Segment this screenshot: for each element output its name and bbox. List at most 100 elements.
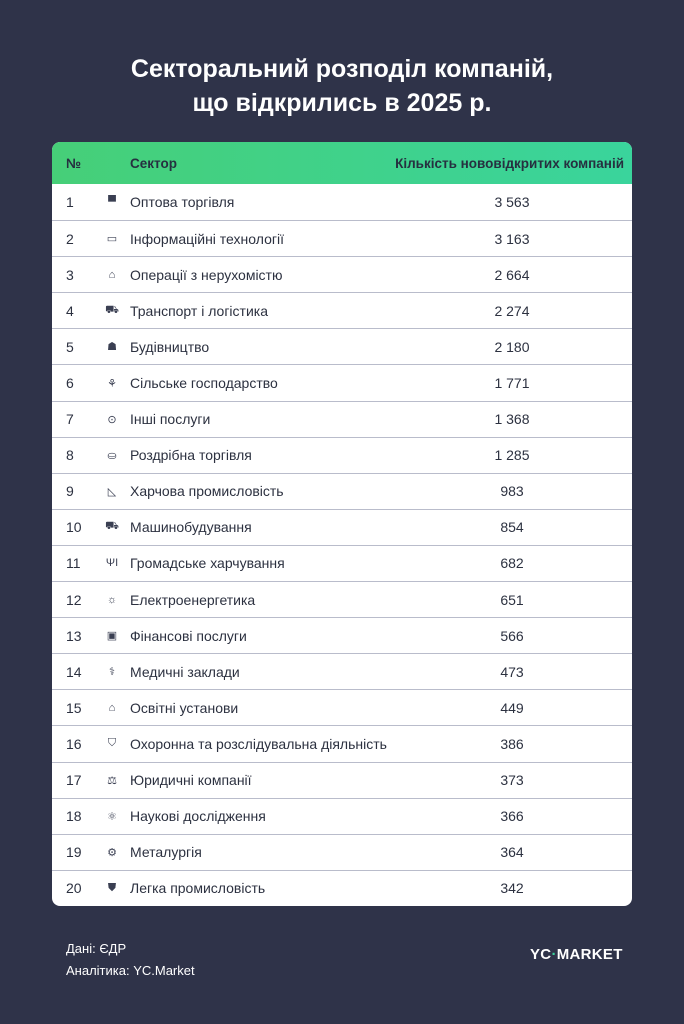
table-row: 18 ⚛ Наукові дослідження 366: [52, 797, 632, 834]
row-sector: Оптова торгівля: [130, 194, 235, 211]
row-value: 2 664: [494, 266, 530, 283]
row-value: 2 180: [494, 338, 530, 355]
row-value: 682: [500, 555, 524, 572]
row-sector: Юридичні компанії: [130, 772, 252, 789]
row-number: 18: [66, 808, 82, 825]
table-header: № Сектор Кількість нововідкритих компані…: [52, 142, 632, 184]
cutlery-icon: ΨΙ: [105, 557, 119, 570]
table-row: 15 ⌂ Освітні установи 449: [52, 689, 632, 725]
row-value: 1 771: [494, 375, 530, 392]
row-number: 13: [66, 627, 82, 644]
row-sector: Машинобудування: [130, 519, 252, 536]
table-row: 13 ▣ Фінансові послуги 566: [52, 617, 632, 653]
scales-icon: ⚖: [107, 774, 117, 787]
row-value: 651: [500, 591, 524, 608]
laptop-icon: ▭: [106, 233, 118, 246]
row-value: 854: [500, 519, 524, 536]
row-sector: Інші послуги: [130, 411, 211, 428]
row-sector: Охоронна та розслідувальна діяльність: [130, 735, 387, 752]
row-number: 7: [66, 411, 74, 428]
logo-part-a: YC: [530, 946, 552, 963]
row-number: 3: [66, 266, 74, 283]
table-row: 7 ⊙ Інші послуги 1 368: [52, 400, 632, 437]
row-sector: Транспорт і логістика: [130, 302, 268, 319]
worker-icon: ☗: [107, 341, 117, 354]
row-number: 4: [66, 302, 74, 319]
row-number: 15: [66, 699, 82, 716]
table-row: 14 ⚕ Медичні заклади 473: [52, 653, 632, 689]
footer: Дані: ЄДР Аналітика: YC.Market: [66, 938, 195, 982]
row-number: 17: [66, 772, 82, 789]
row-number: 14: [66, 663, 82, 680]
table-row: 9 ◺ Харчова промисловість 983: [52, 472, 632, 509]
row-number: 8: [66, 447, 74, 464]
basket-icon: ⛀: [107, 449, 117, 462]
row-number: 10: [66, 519, 82, 536]
row-value: 3 163: [494, 230, 530, 247]
table-row: 20 ⛊ Легка промисловість 342: [52, 869, 632, 906]
title-line-1: Секторальний розподіл компаній,: [130, 55, 554, 83]
row-value: 2 274: [494, 302, 530, 319]
lightbulb-icon: ☼: [106, 593, 118, 606]
row-sector: Легка промисловість: [130, 880, 266, 897]
row-sector: Роздрібна торгівля: [130, 447, 252, 464]
row-sector: Металургія: [130, 844, 202, 861]
table-row: 12 ☼ Електроенергетика 651: [52, 581, 632, 617]
row-number: 12: [66, 591, 82, 608]
row-number: 6: [66, 375, 74, 392]
row-value: 3 563: [494, 194, 530, 211]
row-value: 386: [500, 735, 524, 752]
header-number: №: [66, 155, 82, 171]
table-row: 10 ⛟ Машинобудування 854: [52, 508, 632, 545]
car-icon: ⛟: [105, 303, 119, 316]
table-row: 6 ⚘ Сільське господарство 1 771: [52, 364, 632, 400]
row-value: 364: [500, 844, 524, 861]
sector-table: № Сектор Кількість нововідкритих компані…: [52, 142, 632, 906]
row-sector: Електроенергетика: [130, 591, 256, 608]
money-icon: ▣: [106, 630, 118, 643]
row-value: 373: [500, 772, 524, 789]
row-sector: Сільське господарство: [130, 375, 278, 392]
table-row: 19 ⚙ Металургія 364: [52, 833, 632, 870]
tshirt-icon: ⛊: [107, 881, 117, 894]
row-sector: Фінансові послуги: [130, 627, 247, 644]
header-count: Кількість нововідкритих компаній: [395, 155, 624, 171]
logo-part-b: MARKET: [556, 946, 623, 963]
row-number: 9: [66, 483, 74, 500]
row-sector: Медичні заклади: [130, 663, 240, 680]
row-sector: Будівництво: [130, 338, 210, 355]
metal-icon: ⚙: [107, 846, 117, 859]
row-sector: Громадське харчування: [130, 555, 285, 572]
row-sector: Інформаційні технології: [130, 230, 284, 247]
yc-market-logo: YC·MARKET: [530, 946, 623, 963]
dots-icon: ⊙: [107, 413, 117, 426]
table-row: 16 ⛉ Охоронна та розслідувальна діяльніс…: [52, 725, 632, 761]
row-value: 449: [500, 699, 524, 716]
analytics-note: Аналітика: YC.Market: [66, 963, 195, 978]
table-row: 4 ⛟ Транспорт і логістика 2 274: [52, 292, 632, 328]
row-value: 566: [500, 627, 524, 644]
graduation-cap-icon: ⌂: [108, 701, 116, 714]
row-value: 473: [500, 663, 524, 680]
truck-icon: ⛟: [105, 520, 119, 533]
row-value: 342: [500, 880, 524, 897]
source-note: Дані: ЄДР: [66, 941, 127, 956]
table-row: 3 ⌂ Операції з нерухомістю 2 664: [52, 256, 632, 292]
table-row: 11 ΨΙ Громадське харчування 682: [52, 544, 632, 581]
row-sector: Наукові дослідження: [130, 808, 266, 825]
table-row: 2 ▭ Інформаційні технології 3 163: [52, 220, 632, 256]
title-line-2: що відкрились в 2025 р.: [192, 89, 492, 117]
wholesale-icon: ▀: [108, 196, 116, 209]
row-number: 20: [66, 880, 82, 897]
atom-icon: ⚛: [107, 810, 117, 823]
row-number: 2: [66, 230, 74, 247]
row-number: 11: [66, 555, 81, 572]
header-sector: Сектор: [130, 155, 177, 171]
row-sector: Операції з нерухомістю: [130, 266, 283, 283]
page-title: Секторальний розподіл компаній, що відкр…: [0, 52, 684, 120]
row-value: 1 285: [494, 447, 530, 464]
row-number: 1: [66, 194, 74, 211]
row-value: 366: [500, 808, 524, 825]
row-sector: Освітні установи: [130, 699, 239, 716]
logo-dot: ·: [551, 946, 557, 963]
